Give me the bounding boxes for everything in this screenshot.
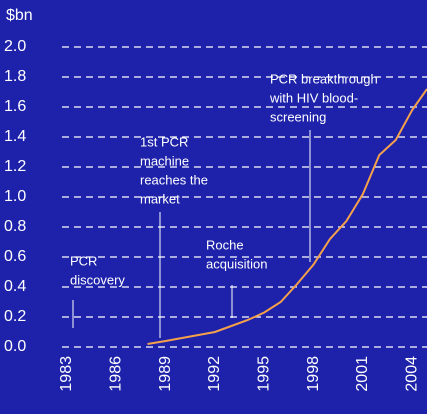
x-tick-label: 1995 [255, 356, 272, 392]
annotation-text: acquisition [206, 256, 267, 271]
y-tick-label: 1.2 [4, 158, 26, 175]
y-tick-label: 1.0 [4, 188, 26, 205]
annotation-text: with HIV blood- [269, 90, 358, 105]
y-tick-label: 0.8 [4, 218, 26, 235]
annotation-text: PCR breakthrough [270, 71, 378, 86]
y-tick-label: 0.2 [4, 308, 26, 325]
data-line [147, 88, 427, 345]
annotation-text: discovery [70, 272, 125, 287]
x-tick-label: 1986 [107, 356, 124, 392]
x-tick-label: 2004 [403, 356, 420, 392]
x-tick-label: 1992 [206, 356, 223, 392]
annotation-text: PCR [70, 253, 97, 268]
y-tick-label: 1.4 [4, 128, 26, 145]
annotation-text: 1st PCR [140, 134, 188, 149]
y-tick-label: 1.6 [4, 98, 26, 115]
y-tick-label: 0.6 [4, 248, 26, 265]
x-tick-label: 1983 [58, 356, 75, 392]
y-tick-label: 2.0 [4, 38, 26, 55]
y-unit-label: $bn [6, 7, 33, 24]
annotation-text: Roche [206, 237, 244, 252]
y-tick-label: 0.4 [4, 278, 26, 295]
annotation-text: machine [140, 153, 189, 168]
x-tick-label: 1989 [157, 356, 174, 392]
annotation-text: screening [270, 109, 326, 124]
annotation-text: market [140, 191, 180, 206]
x-tick-label: 2001 [354, 356, 371, 392]
y-tick-label: 0.0 [4, 338, 26, 355]
y-tick-label: 1.8 [4, 68, 26, 85]
annotation-text: reaches the [140, 172, 208, 187]
x-tick-label: 1998 [305, 356, 322, 392]
